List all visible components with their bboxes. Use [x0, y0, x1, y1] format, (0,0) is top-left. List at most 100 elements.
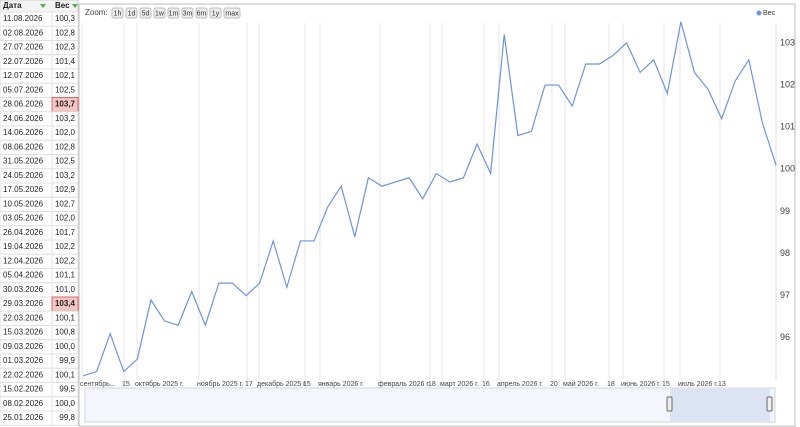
- date-cell: 24.06.2026: [3, 114, 44, 123]
- value-cell: 102,8: [55, 28, 76, 37]
- y-tick-label: 103: [780, 37, 795, 47]
- zoom-button[interactable]: [125, 7, 138, 19]
- date-cell: 28.06.2026: [3, 100, 44, 109]
- zoom-button[interactable]: [223, 7, 241, 19]
- legend-label: Вес: [763, 10, 776, 17]
- filter-icon[interactable]: [72, 4, 78, 8]
- zoom-button-label[interactable]: 6m: [197, 10, 207, 17]
- date-cell: 17.05.2026: [3, 185, 44, 194]
- x-tick-label: 18: [607, 381, 615, 388]
- x-tick-label: декабрь 2025 г.: [257, 380, 307, 388]
- value-cell: 102,2: [55, 242, 76, 251]
- y-tick-label: 99: [780, 206, 790, 216]
- navigator-selection[interactable]: [670, 388, 770, 422]
- date-cell: 05.07.2026: [3, 85, 44, 94]
- navigator-handle[interactable]: [666, 396, 673, 412]
- x-tick-label: июнь 2026 г.: [621, 381, 661, 388]
- navigator[interactable]: [84, 387, 776, 423]
- zoom-button-label[interactable]: 1h: [114, 10, 122, 17]
- value-cell: 101,4: [55, 57, 76, 66]
- date-cell: 29.03.2026: [3, 299, 44, 308]
- x-tick-label: 15: [122, 381, 130, 388]
- value-cell: 102,9: [55, 185, 76, 194]
- zoom-button[interactable]: [139, 7, 152, 19]
- date-cell: 02.08.2026: [3, 28, 44, 37]
- x-tick-label: 13: [718, 381, 726, 388]
- value-cell: 100,8: [55, 328, 76, 337]
- filter-icon[interactable]: [40, 4, 46, 8]
- zoom-button[interactable]: [195, 7, 208, 19]
- value-cell: 99,9: [59, 356, 75, 365]
- value-cell: 103,4: [55, 299, 76, 308]
- zoom-button[interactable]: [209, 7, 222, 19]
- zoom-label: Zoom:: [85, 8, 108, 17]
- zoom-button-label[interactable]: 1y: [212, 10, 220, 17]
- value-cell: 102,5: [55, 157, 76, 166]
- date-cell: 08.02.2026: [3, 399, 44, 408]
- column-header: Дата: [3, 1, 22, 10]
- y-tick-label: 100: [780, 164, 795, 174]
- date-cell: 09.03.2026: [3, 342, 44, 351]
- zoom-button[interactable]: [111, 7, 124, 19]
- value-cell: 102,8: [55, 142, 76, 151]
- zoom-button-label[interactable]: 1m: [169, 10, 179, 17]
- date-cell: 12.04.2026: [3, 256, 44, 265]
- value-cell: 100,1: [55, 313, 76, 322]
- date-cell: 22.02.2026: [3, 370, 44, 379]
- value-cell: 99,5: [59, 385, 75, 394]
- x-tick-label: 16: [482, 381, 490, 388]
- y-tick-label: 97: [780, 290, 790, 300]
- value-cell: 102,0: [55, 128, 76, 137]
- zoom-button-label[interactable]: 1w: [155, 10, 165, 17]
- zoom-button[interactable]: [181, 7, 194, 19]
- chart-frame: [78, 3, 796, 427]
- x-tick-label: 18: [428, 381, 436, 388]
- date-cell: 08.06.2026: [3, 142, 44, 151]
- value-cell: 101,1: [55, 271, 76, 280]
- x-tick-label: 17: [245, 381, 253, 388]
- zoom-button-label[interactable]: max: [225, 10, 239, 17]
- x-tick-label: 15: [303, 381, 311, 388]
- date-cell: 25.01.2026: [3, 413, 44, 422]
- zoom-button[interactable]: [153, 7, 166, 19]
- date-cell: 03.05.2026: [3, 214, 44, 223]
- x-tick-label: январь 2026 г.: [318, 381, 364, 388]
- value-cell: 102,1: [55, 71, 76, 80]
- x-tick-label: ноябрь 2025 г.: [197, 380, 243, 388]
- column-header: Вес: [55, 1, 70, 10]
- value-cell: 100,1: [55, 370, 76, 379]
- navigator-handle[interactable]: [766, 396, 773, 412]
- value-cell: 101,0: [55, 285, 76, 294]
- date-cell: 26.04.2026: [3, 228, 44, 237]
- y-tick-label: 101: [780, 122, 795, 132]
- date-cell: 31.05.2026: [3, 157, 44, 166]
- value-cell: 102,0: [55, 214, 76, 223]
- value-cell: 103,2: [55, 114, 76, 123]
- x-tick-label: февраль 2026 г.: [378, 381, 430, 388]
- value-cell: 102,2: [55, 256, 76, 265]
- x-tick-label: март 2026 г.: [440, 381, 479, 388]
- zoom-button-label[interactable]: 3m: [183, 10, 193, 17]
- date-cell: 12.07.2026: [3, 71, 44, 80]
- value-cell: 101,7: [55, 228, 76, 237]
- value-cell: 103,7: [55, 100, 76, 109]
- date-cell: 30.03.2026: [3, 285, 44, 294]
- value-cell: 100,0: [55, 342, 76, 351]
- x-tick-label: май 2026 г.: [563, 380, 599, 388]
- cell: [51, 410, 79, 426]
- x-tick-label: апрель 2026 г.: [497, 381, 543, 388]
- zoom-button-label[interactable]: 5d: [142, 10, 150, 17]
- date-cell: 27.07.2026: [3, 43, 44, 52]
- x-tick-label: 20: [550, 381, 558, 388]
- value-cell: 99,8: [59, 413, 75, 422]
- series-line: [82, 21, 777, 377]
- zoom-button[interactable]: [167, 7, 180, 19]
- y-tick-label: 98: [780, 248, 790, 258]
- value-cell: 102,3: [55, 43, 76, 52]
- date-cell: 22.03.2026: [3, 313, 44, 322]
- x-tick-label: июль 2026 г.: [678, 381, 718, 388]
- date-cell: 10.05.2026: [3, 199, 44, 208]
- zoom-button-label[interactable]: 1d: [128, 10, 136, 17]
- x-tick-label: сентябрь...: [80, 380, 116, 388]
